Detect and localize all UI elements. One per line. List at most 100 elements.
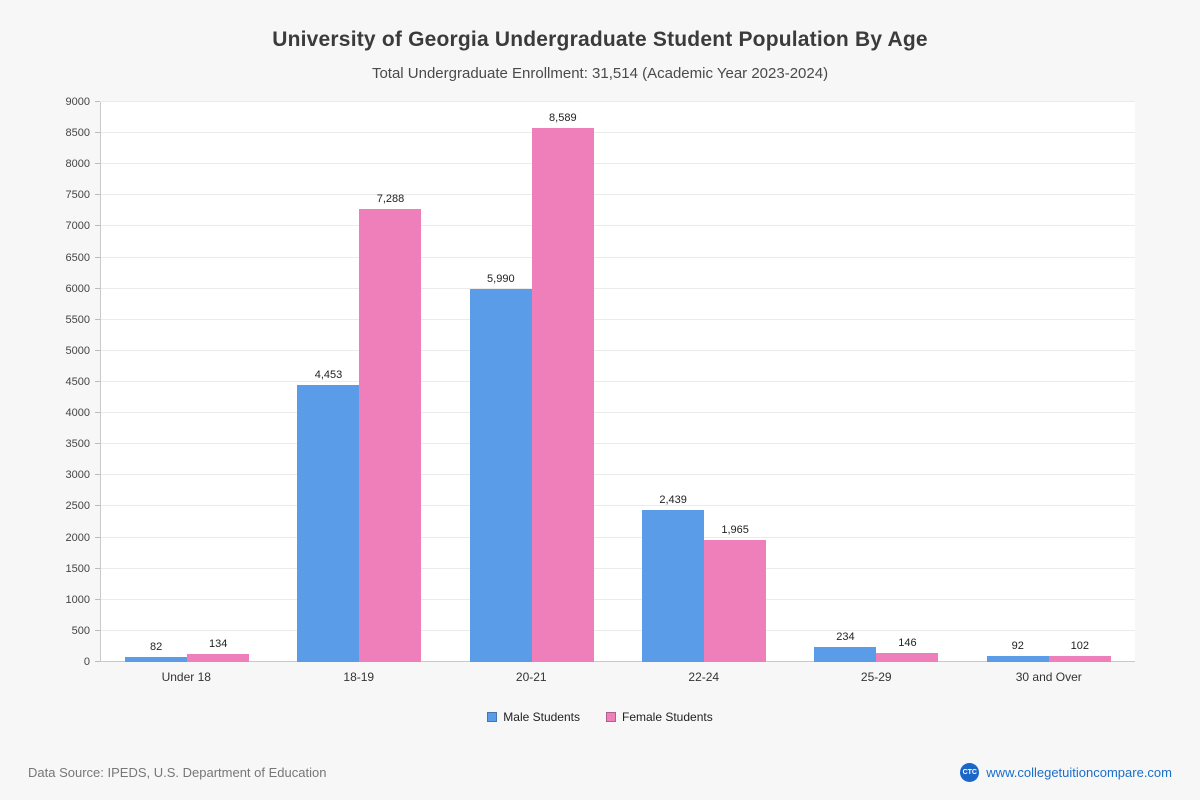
y-axis-tick: [95, 163, 100, 165]
bar-value-label: 1,965: [721, 523, 749, 536]
bar-female-students-25-29: 146: [876, 637, 939, 662]
y-axis-tick: [95, 287, 100, 289]
bar-group-under-18: 82 134: [101, 102, 273, 662]
gridline: [101, 349, 1135, 351]
gridline: [101, 536, 1135, 538]
bar-value-label: 134: [208, 637, 228, 650]
bar-group-20-21: 5,990 8,589: [446, 102, 618, 662]
legend: Male Students Female Students: [0, 710, 1200, 724]
bar-group-18-19: 4,453 7,288: [273, 102, 445, 662]
bar-female-students-22-24: 1,965: [704, 524, 767, 662]
gridline: [101, 629, 1135, 631]
gridline: [101, 505, 1135, 507]
y-axis-label: 5500: [65, 313, 90, 326]
bar-male-students-25-29: 234: [814, 631, 877, 662]
website-link[interactable]: www.collegetuitioncompare.com: [986, 765, 1172, 780]
y-axis-tick: [95, 567, 100, 569]
gridline: [101, 287, 1135, 289]
ctc-logo-icon: CTC: [960, 763, 980, 782]
y-axis-tick: [95, 349, 100, 351]
y-axis-tick: [95, 194, 100, 196]
bar-value-label: 4,453: [314, 368, 343, 381]
y-axis-label: 7000: [65, 220, 90, 233]
gridline: [101, 256, 1135, 258]
bar-value-label: 102: [1070, 639, 1089, 652]
x-axis-label: 18-19: [343, 670, 375, 684]
legend-label: Male Students: [503, 710, 580, 724]
y-axis-label: 8000: [65, 158, 90, 171]
bar-male-students-20-21: 5,990: [469, 273, 532, 662]
x-axis-label: 22-24: [688, 670, 720, 684]
chart-title: University of Georgia Undergraduate Stud…: [272, 28, 928, 51]
bar-value-label: 92: [1011, 640, 1024, 653]
y-axis-tick: [95, 661, 100, 662]
y-axis-tick: [95, 256, 100, 258]
gridline: [101, 163, 1135, 165]
y-axis-label: 9000: [65, 96, 90, 108]
bar-group-30-and-over: 92 102: [963, 102, 1135, 662]
y-axis-tick: [95, 381, 100, 382]
bar-value-label: 7,288: [376, 192, 405, 205]
gridline: [101, 474, 1135, 476]
x-axis-label: 20-21: [515, 670, 547, 684]
y-axis-tick: [95, 132, 100, 134]
bar-value-label: 146: [898, 636, 917, 649]
bar-group-25-29: 234 146: [790, 102, 962, 662]
y-axis-tick: [95, 101, 100, 102]
gridline: [101, 101, 1135, 102]
bar-value-label: 2,439: [659, 494, 687, 507]
legend-label: Female Students: [622, 710, 713, 724]
bar-male-students-22-24: 2,439: [642, 494, 705, 662]
chart-header: University of Georgia Undergraduate Stud…: [0, 0, 1200, 82]
bar-groups: 82 134 4,453 7,288 5,990 8,589 2,439 1,965 234 14…: [101, 102, 1135, 662]
y-axis-tick: [95, 412, 100, 414]
website-branding: CTC www.collegetuitioncompare.com: [960, 763, 1172, 782]
gridline: [101, 412, 1135, 414]
y-axis-label: 8500: [65, 127, 90, 140]
x-axis-label: 25-29: [860, 670, 892, 684]
x-axis-label: 30 and Over: [1015, 670, 1082, 684]
gridline: [101, 381, 1135, 382]
y-axis-label: 7500: [65, 189, 90, 202]
bar-group-22-24: 2,439 1,965: [618, 102, 790, 662]
y-axis-tick: [95, 443, 100, 445]
bar-female-students-under-18: 134: [187, 638, 250, 662]
gridline: [101, 567, 1135, 569]
gridline: [101, 132, 1135, 134]
y-axis-label: 6500: [65, 251, 90, 264]
legend-item-female-students[interactable]: Female Students: [606, 710, 713, 724]
gridline: [101, 194, 1135, 196]
bar-female-students-30-and-over: 102: [1048, 640, 1111, 662]
y-axis-tick: [95, 225, 100, 227]
y-axis-label: 6000: [65, 282, 90, 295]
y-axis-label: 2500: [65, 500, 90, 513]
bar-value-label: 82: [150, 640, 163, 653]
bar-male-students-under-18: 82: [125, 641, 188, 662]
x-axis-line: [101, 661, 1135, 662]
y-axis-tick: [95, 629, 100, 631]
y-axis-label: 4500: [65, 376, 90, 388]
legend-swatch-female-students: [606, 712, 616, 722]
bar-chart: 0 500 1000 1500 2000 2500 3000 3500 4000 4500 5000…: [40, 96, 1135, 668]
y-axis-tick: [95, 505, 100, 507]
y-axis-label: 1000: [65, 593, 90, 606]
y-axis-label: 3000: [65, 469, 90, 482]
y-axis: 0 500 1000 1500 2000 2500 3000 3500 4000 4500 5000…: [40, 96, 100, 668]
y-axis-label: 500: [71, 624, 90, 637]
y-axis-label: 3500: [65, 438, 90, 451]
bar-female-students-20-21: 8,589: [531, 112, 594, 662]
legend-item-male-students[interactable]: Male Students: [487, 710, 580, 724]
bar-male-students-30-and-over: 92: [986, 640, 1049, 662]
bar-value-label: 5,990: [487, 273, 515, 286]
gridline: [101, 225, 1135, 227]
x-axis: Under 18 18-19 20-21 22-24 25-29 30 and Over: [100, 670, 1135, 684]
x-axis-label: Under 18: [161, 670, 211, 684]
y-axis-label: 1500: [65, 562, 90, 575]
y-axis-tick: [95, 318, 100, 320]
y-axis-tick: [95, 536, 100, 538]
plot-area: 82 134 4,453 7,288 5,990 8,589 2,439 1,965 234 14…: [100, 101, 1135, 662]
y-axis-tick: [95, 474, 100, 476]
bar-value-label: 8,589: [549, 111, 577, 124]
y-axis-label: 5000: [65, 344, 90, 357]
y-axis-tick: [95, 598, 100, 600]
